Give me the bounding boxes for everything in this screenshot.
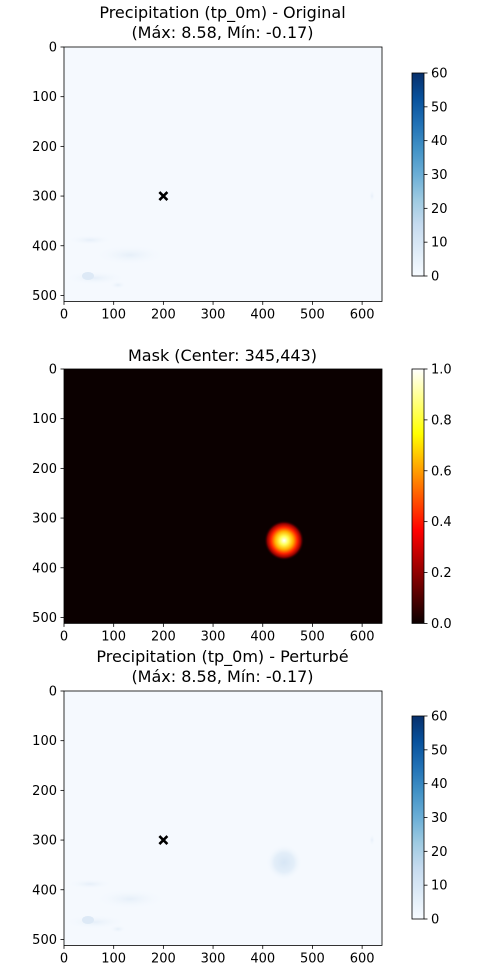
x-tick-label: 600 [350, 951, 375, 966]
colorbar-tick-label: 0.6 [431, 464, 452, 479]
x-tick-label: 300 [201, 307, 226, 322]
chart-title-line1: Precipitation (tp_0m) - Perturbé [96, 647, 348, 667]
colorbar-tick-label: 0 [431, 270, 439, 285]
x-marker [158, 191, 169, 201]
panel-mask: Mask (Center: 345,443) 0 100 200 300 400 500 6… [32, 346, 452, 644]
colorbar-tick-label: 50 [431, 100, 448, 115]
heatmap-image [64, 369, 382, 624]
colorbar-axis: 0.0 0.2 0.4 0.6 0.8 1.0 [424, 363, 452, 632]
colorbar-tick-label: 10 [431, 236, 448, 251]
y-tick-label: 500 [32, 611, 57, 626]
x-axis: 0 100 200 300 400 500 600 [60, 623, 375, 644]
chart-title-line1: Mask (Center: 345,443) [128, 346, 317, 365]
chart-title-line1: Precipitation (tp_0m) - Original [99, 3, 345, 23]
colorbar-tick-label: 50 [431, 743, 448, 758]
x-tick-label: 200 [151, 951, 176, 966]
y-tick-label: 100 [32, 90, 57, 105]
y-tick-label: 400 [32, 561, 57, 576]
x-tick-label: 400 [250, 307, 275, 322]
station-marker [158, 191, 169, 201]
x-tick-label: 500 [300, 307, 325, 322]
y-tick-label: 300 [32, 512, 57, 527]
y-tick-label: 500 [32, 289, 57, 304]
x-tick-label: 300 [201, 629, 226, 644]
x-tick-label: 0 [60, 629, 68, 644]
axes-frame [63, 368, 383, 624]
x-tick-label: 500 [300, 951, 325, 966]
mask-blob [264, 520, 305, 561]
y-tick-label: 0 [49, 363, 57, 378]
colorbar-tick-label: 30 [431, 811, 448, 826]
x-tick-label: 500 [300, 629, 325, 644]
chart-title-line2: (Máx: 8.58, Mín: -0.17) [131, 23, 313, 42]
y-tick-label: 200 [32, 462, 57, 477]
y-tick-label: 100 [32, 412, 57, 427]
colorbar-tick-label: 0.4 [431, 515, 452, 530]
y-tick-label: 400 [32, 883, 57, 898]
colorbar-tick-label: 10 [431, 879, 448, 894]
x-tick-label: 0 [60, 951, 68, 966]
x-tick-label: 200 [151, 307, 176, 322]
colorbar-tick-label: 1.0 [431, 363, 452, 378]
heatmap-texture [65, 190, 375, 289]
x-axis: 0 100 200 300 400 500 600 [60, 301, 375, 322]
x-tick-label: 600 [350, 307, 375, 322]
x-tick-label: 300 [201, 951, 226, 966]
colorbar [411, 368, 425, 624]
y-tick-label: 300 [32, 190, 57, 205]
colorbar-tick-label: 0.2 [431, 566, 452, 581]
x-tick-label: 400 [250, 951, 275, 966]
x-tick-label: 0 [60, 307, 68, 322]
y-tick-label: 0 [49, 41, 57, 56]
colorbar-tick-label: 0 [431, 913, 439, 928]
colorbar-tick-label: 40 [431, 777, 448, 792]
colorbar-axis: 0 10 20 30 40 50 60 [424, 67, 448, 285]
x-tick-label: 100 [101, 307, 126, 322]
x-tick-label: 100 [101, 951, 126, 966]
x-axis: 0 100 200 300 400 500 600 [60, 945, 375, 966]
station-marker [158, 835, 169, 845]
x-tick-label: 600 [350, 629, 375, 644]
chart-title-line2: (Máx: 8.58, Mín: -0.17) [131, 667, 313, 686]
axes-frame [63, 46, 383, 302]
colorbar-tick-label: 20 [431, 845, 448, 860]
colorbar-tick-label: 0.0 [431, 617, 452, 632]
colorbar-tick-label: 0.8 [431, 413, 452, 428]
y-tick-label: 200 [32, 140, 57, 155]
colorbar-tick-label: 60 [431, 710, 448, 725]
colorbar-tick-label: 40 [431, 134, 448, 149]
y-tick-label: 100 [32, 734, 57, 749]
y-tick-label: 300 [32, 834, 57, 849]
y-axis: 0 100 200 300 400 500 [32, 41, 64, 304]
colorbar [411, 715, 425, 920]
x-tick-label: 400 [250, 629, 275, 644]
colorbar-axis: 0 10 20 30 40 50 60 [424, 710, 448, 928]
y-tick-label: 0 [49, 685, 57, 700]
colorbar-tick-label: 30 [431, 168, 448, 183]
y-tick-label: 200 [32, 784, 57, 799]
colorbar-tick-label: 20 [431, 202, 448, 217]
y-tick-label: 400 [32, 239, 57, 254]
x-marker [158, 835, 169, 845]
y-axis: 0 100 200 300 400 500 [32, 685, 64, 948]
colorbar [411, 72, 425, 277]
y-axis: 0 100 200 300 400 500 [32, 363, 64, 626]
panel-original: Precipitation (tp_0m) - Original (Máx: 8… [32, 3, 447, 322]
panel-perturbed: Precipitation (tp_0m) - Perturbé (Máx: 8… [32, 647, 447, 966]
heatmap-texture [65, 834, 375, 933]
colorbar-tick-label: 60 [431, 67, 448, 82]
x-tick-label: 100 [101, 629, 126, 644]
axes-frame [63, 690, 383, 946]
x-tick-label: 200 [151, 629, 176, 644]
y-tick-label: 500 [32, 933, 57, 948]
perturbation-blob [266, 844, 303, 881]
